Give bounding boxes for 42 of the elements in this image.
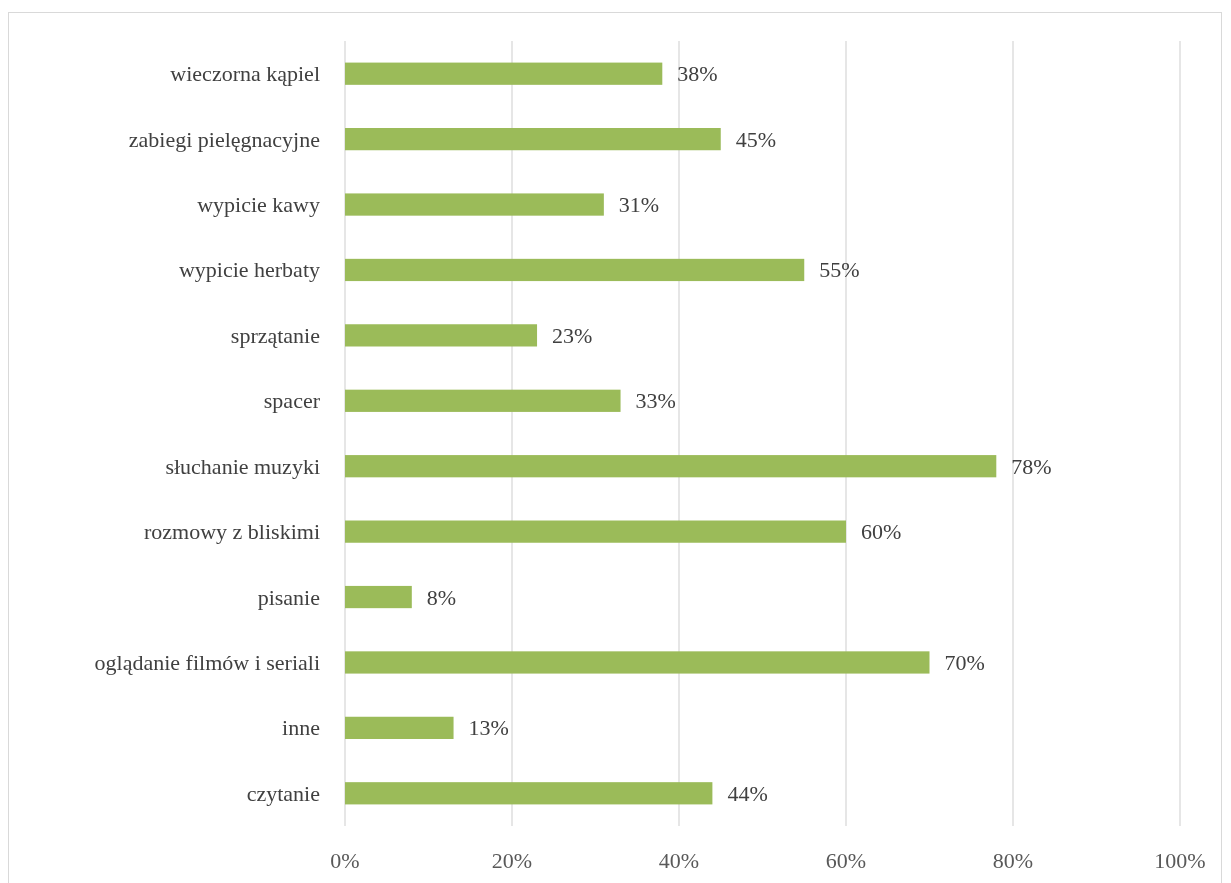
bar <box>345 782 713 805</box>
data-label: 31% <box>618 192 660 218</box>
y-tick-label: pisanie <box>257 584 320 610</box>
data-label: 33% <box>635 388 676 414</box>
y-tick-label: wypicie kawy <box>197 192 320 218</box>
y-tick-label: sprzątanie <box>230 322 320 348</box>
x-tick-label: 40% <box>658 847 700 873</box>
bar <box>345 585 412 609</box>
y-tick-label: czytanie <box>246 780 320 806</box>
data-label: 70% <box>944 649 985 675</box>
bar <box>345 520 846 543</box>
bar <box>345 258 805 282</box>
x-tick-label: 100% <box>1154 847 1206 873</box>
bar <box>345 455 997 478</box>
x-tick-label: 60% <box>825 847 867 873</box>
y-tick-label: słuchanie muzyki <box>165 453 320 479</box>
data-label: 23% <box>552 322 593 348</box>
y-tick-label: zabiegi pielęgnacyjne <box>128 126 320 152</box>
bar <box>345 62 663 85</box>
bar <box>345 716 454 739</box>
data-label: 60% <box>861 519 902 545</box>
x-tick-label: 0% <box>330 847 360 873</box>
x-tick-label: 20% <box>491 847 533 873</box>
y-tick-label: wieczorna kąpiel <box>170 61 320 87</box>
y-tick-label: inne <box>282 715 320 741</box>
y-tick-label: rozmowy z bliskimi <box>144 519 320 545</box>
bar <box>345 651 930 674</box>
data-label: 45% <box>735 126 777 152</box>
bar <box>345 324 538 347</box>
data-label: 55% <box>819 257 860 283</box>
y-tick-label: wypicie herbaty <box>178 257 320 283</box>
data-label: 78% <box>1011 453 1052 479</box>
data-label: 8% <box>426 584 457 610</box>
data-label: 13% <box>468 715 509 741</box>
bar <box>345 193 604 216</box>
x-tick-label: 80% <box>992 847 1034 873</box>
data-label: 38% <box>677 61 718 87</box>
bar <box>345 389 621 412</box>
y-tick-label: spacer <box>263 388 321 414</box>
bar <box>345 128 721 151</box>
y-tick-label: oglądanie filmów i seriali <box>94 649 320 675</box>
data-label: 44% <box>727 780 768 806</box>
